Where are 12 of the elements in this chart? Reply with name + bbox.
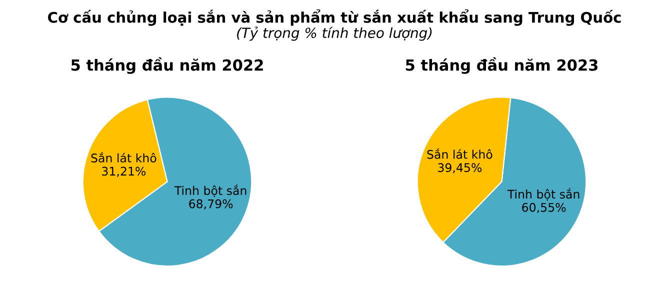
slice-label: Sắn lát khô (91, 152, 156, 162)
chart-title: 5 tháng đầu năm 2022 (71, 57, 263, 74)
slice-label: Sắn lát khô (427, 148, 492, 159)
data-label: 68,79% (189, 199, 233, 210)
data-label: 60,55% (522, 202, 566, 214)
data-label: 39,45% (438, 163, 482, 174)
chart-title: 5 tháng đầu năm 2023 (406, 57, 598, 74)
slice-label: Tinh bột sắn (174, 184, 246, 198)
text: (Tỷ trọng % tính theo lượng) (237, 26, 432, 41)
data-label: 31,21% (102, 166, 146, 177)
slice-label: Tinh bột sắn (507, 188, 580, 201)
text: Cơ cấu chủng loại sắn và sản phẩm từ sắn xuất khẩu sang Trung Quốc (48, 9, 621, 26)
